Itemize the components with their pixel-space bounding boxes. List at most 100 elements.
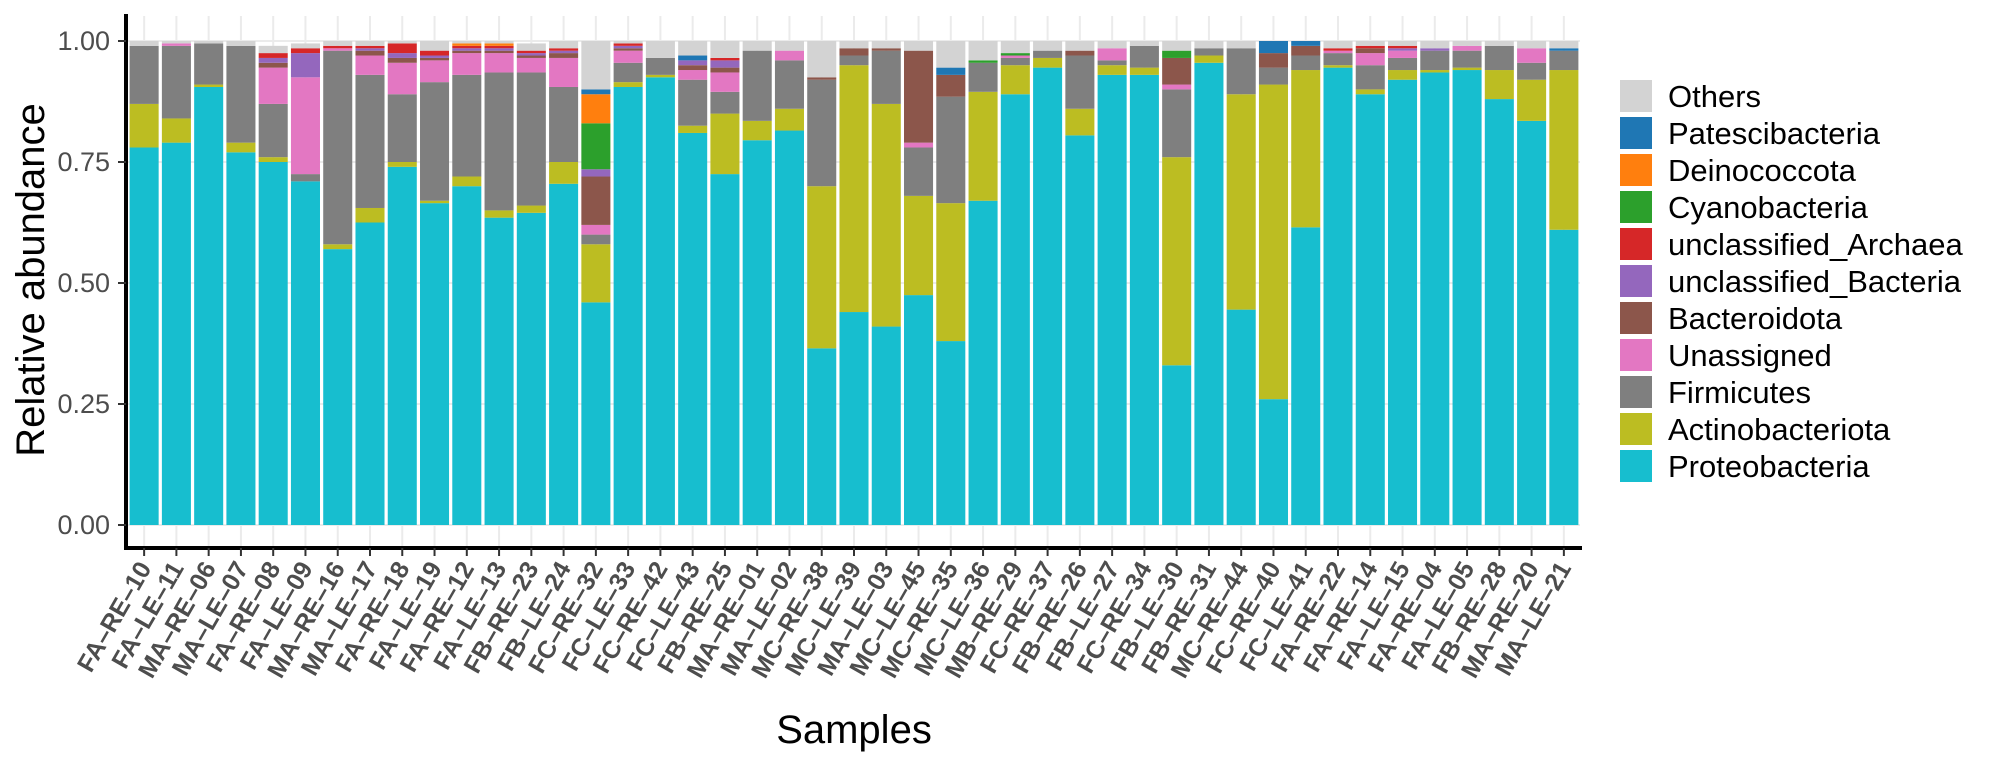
bar-segment — [549, 50, 579, 54]
bar-segment — [968, 200, 998, 525]
bar-segment — [549, 48, 579, 51]
bar-segment — [387, 94, 417, 162]
bar-segment — [1162, 89, 1192, 158]
bar-segment — [452, 48, 482, 51]
bar-segment — [452, 50, 482, 54]
bar-segment — [420, 57, 450, 61]
y-axis-title: Relative abundance — [9, 103, 53, 457]
bar-segment — [161, 45, 191, 119]
bar-segment — [1000, 57, 1030, 66]
bar-segment — [678, 41, 708, 56]
bar-segment — [1033, 41, 1063, 51]
bar-segment — [1517, 41, 1547, 49]
bar-segment — [1097, 65, 1127, 75]
bar-segment — [1549, 41, 1579, 49]
bar-segment — [516, 50, 546, 54]
legend-label: Firmicutes — [1668, 375, 1811, 410]
bar-segment — [774, 41, 804, 51]
bar-segment — [161, 43, 191, 46]
bar-segment — [1162, 157, 1192, 366]
legend-swatch — [1620, 450, 1652, 482]
bar-segment — [1097, 48, 1127, 61]
bar-segment — [1194, 41, 1224, 49]
bar-segment — [581, 302, 611, 525]
bar-segment — [581, 244, 611, 303]
bar-segment — [420, 41, 450, 51]
bar-segment — [1323, 41, 1353, 49]
bar-segment — [742, 120, 772, 141]
legend-swatch — [1620, 154, 1652, 186]
bar-segment — [1517, 120, 1547, 526]
bar-segment — [387, 43, 417, 54]
bar-segment — [452, 53, 482, 75]
bar-segment — [1549, 50, 1579, 71]
bar-segment — [1484, 41, 1514, 46]
bar-segment — [710, 41, 740, 58]
bar-segment — [968, 60, 998, 63]
bar-segment — [1000, 41, 1030, 54]
bar-segment — [258, 45, 288, 54]
bar-segment — [1226, 48, 1256, 95]
bar-segment — [1452, 67, 1482, 71]
bar-segment — [355, 50, 385, 56]
bar-segment — [161, 142, 191, 525]
bar-segment — [355, 55, 385, 75]
bar-segment — [1323, 50, 1353, 54]
bar-segment — [1355, 45, 1385, 49]
bar-segment — [678, 70, 708, 80]
y-tick-labels: 0.00 0.25 0.50 0.75 1.00 — [57, 26, 126, 540]
bar-segment — [1258, 84, 1288, 400]
legend-swatch — [1620, 376, 1652, 408]
bar-segment — [1065, 50, 1095, 56]
bar-segment — [194, 84, 224, 87]
y-tick-label: 0.25 — [57, 389, 110, 419]
legend-label: unclassified_Bacteria — [1668, 264, 1962, 299]
bar-segment — [1097, 74, 1127, 525]
bar-segment — [323, 249, 353, 525]
legend: OthersPatescibacteriaDeinococcotaCyanoba… — [1620, 79, 1963, 484]
bar-segment — [1097, 41, 1127, 49]
bar-segment — [452, 176, 482, 187]
bar-segment — [1388, 57, 1418, 71]
bar-segment — [936, 96, 966, 204]
bar-segment — [484, 217, 514, 525]
bar-segment — [484, 48, 514, 51]
bar-segment — [484, 210, 514, 218]
bar-segment — [484, 45, 514, 49]
bar-segment — [1323, 53, 1353, 66]
bar-segment — [194, 41, 224, 44]
bar-segment — [452, 45, 482, 49]
legend-swatch — [1620, 265, 1652, 297]
bar-segment — [387, 53, 417, 58]
bar-segment — [290, 43, 320, 49]
bar-segment — [420, 200, 450, 204]
bar-segment — [1517, 62, 1547, 80]
bar-segment — [1355, 94, 1385, 526]
bar-segment — [678, 60, 708, 66]
bar-segment — [484, 53, 514, 73]
bar-segment — [290, 48, 320, 54]
bar-segment — [1549, 229, 1579, 525]
bar-segment — [516, 72, 546, 206]
legend-label: Unassigned — [1668, 338, 1832, 373]
bar-segment — [1291, 55, 1321, 71]
bar-segment — [226, 41, 256, 46]
bar-segment — [1129, 67, 1159, 75]
bar-segment — [807, 186, 837, 349]
bar-segment — [581, 224, 611, 235]
bar-segment — [323, 50, 353, 245]
bar-segment — [1420, 48, 1450, 51]
x-tick-labels: FA–RE–10FA–LE–11MA–RE–06MA–LE–07FA–RE–08… — [72, 548, 1577, 683]
legend-label: Others — [1668, 79, 1761, 114]
bar-segment — [613, 45, 643, 49]
bar-segment — [839, 312, 869, 525]
legend-label: Cyanobacteria — [1668, 190, 1869, 225]
bar-segment — [1484, 45, 1514, 71]
bar-segment — [710, 113, 740, 175]
bar-segment — [774, 50, 804, 61]
bar-segment — [194, 86, 224, 525]
bar-segment — [452, 41, 482, 44]
bar-segment — [420, 203, 450, 525]
bar-segment — [549, 183, 579, 525]
